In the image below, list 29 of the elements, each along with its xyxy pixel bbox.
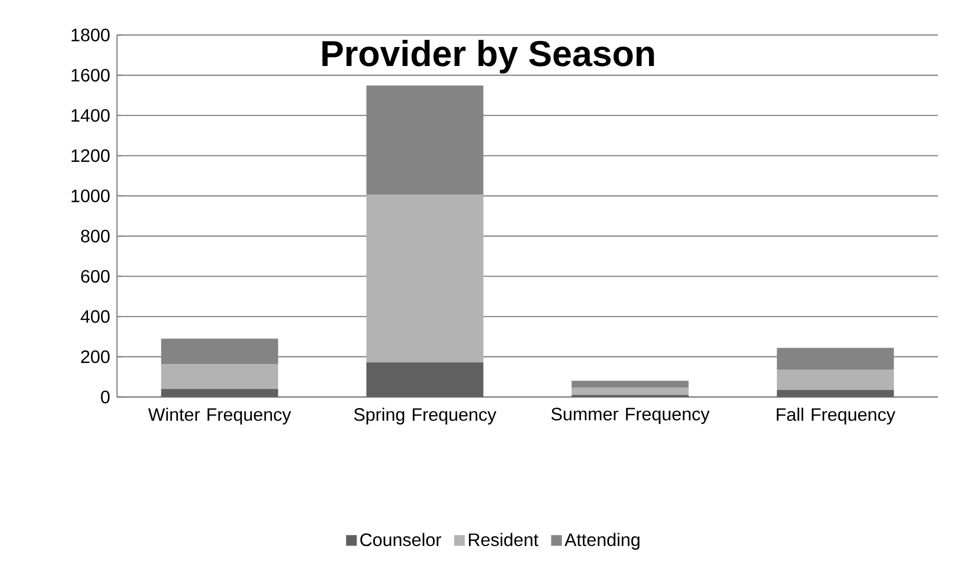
bar [776, 369, 894, 390]
bar [776, 390, 894, 397]
y-tick-label: 1800 [72, 28, 110, 42]
bar [572, 380, 689, 388]
bar [366, 85, 484, 194]
y-tick-label: 400 [80, 310, 110, 323]
y-tick-label: 1600 [72, 68, 110, 82]
x-tick-label: Spring Frequency [354, 408, 496, 424]
x-tick-label: Summer Frequency [551, 408, 710, 424]
legend-label: Attending [564, 532, 640, 550]
y-tick-label: 1200 [72, 149, 110, 162]
y-tick-label: 1400 [72, 109, 110, 122]
bar [572, 388, 689, 395]
bar [366, 362, 484, 397]
legend-label: Resident [468, 532, 538, 546]
bar [161, 388, 278, 397]
bar [161, 338, 278, 364]
x-tick-label: Winter Frequency [148, 408, 292, 424]
y-tick-label: 200 [81, 350, 110, 364]
chart-title: Provider by Season [322, 40, 654, 74]
legend-label: Counselor [360, 532, 442, 546]
y-tick-label: 0 [100, 390, 110, 404]
y-tick-label: 800 [81, 230, 110, 242]
y-tick-label: 600 [81, 270, 110, 283]
bar [776, 348, 894, 370]
bar [366, 194, 484, 362]
bar [161, 364, 278, 389]
x-tick-label: Fall Frequency [776, 408, 896, 424]
y-tick-label: 1000 [72, 190, 110, 202]
